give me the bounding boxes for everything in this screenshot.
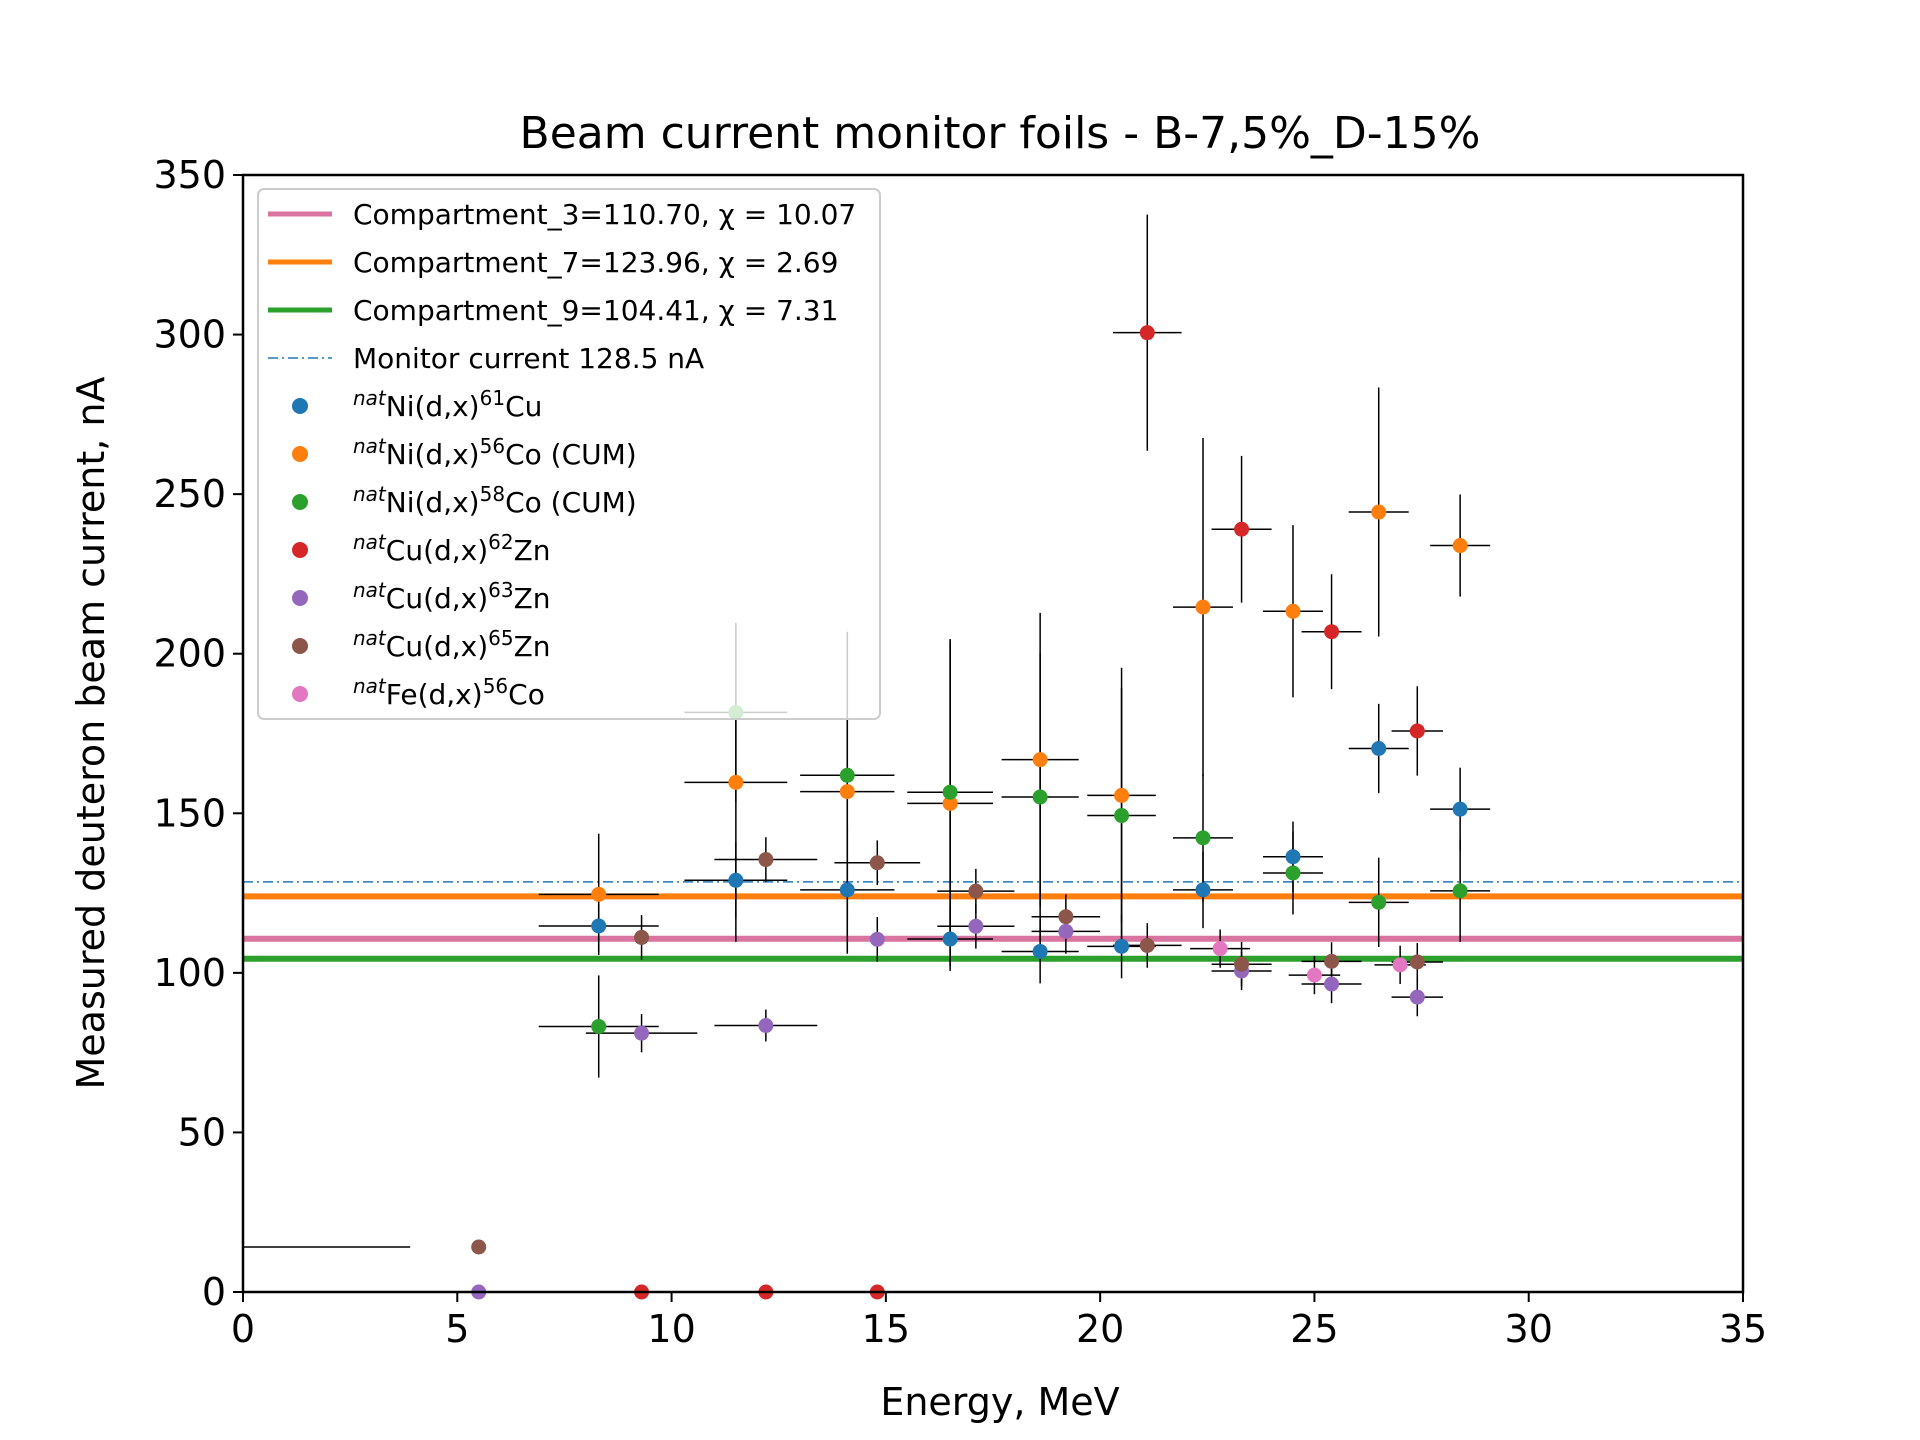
data-point-s6-0 bbox=[1212, 941, 1228, 957]
legend-label: natFe(d,x)56Co bbox=[353, 674, 545, 711]
data-point-s2-4 bbox=[1032, 789, 1048, 805]
data-point-s2-3 bbox=[942, 784, 958, 800]
x-tick-label: 5 bbox=[445, 1307, 469, 1351]
data-point-s4-3 bbox=[869, 931, 885, 947]
x-axis-label: Energy, MeV bbox=[880, 1380, 1119, 1424]
data-points bbox=[471, 325, 1468, 1300]
data-point-s1-0 bbox=[591, 886, 607, 902]
data-point-s5-2 bbox=[758, 852, 774, 868]
data-point-s0-4 bbox=[1032, 943, 1048, 959]
x-tick-label: 35 bbox=[1719, 1307, 1767, 1351]
data-point-s5-9 bbox=[1409, 954, 1425, 970]
data-point-s4-4 bbox=[968, 918, 984, 934]
y-tick-label: 50 bbox=[178, 1110, 226, 1154]
data-point-s1-6 bbox=[1195, 599, 1211, 615]
legend-marker bbox=[292, 686, 308, 702]
legend-label: natNi(d,x)56Co (CUM) bbox=[353, 434, 637, 471]
legend-label: natNi(d,x)58Co (CUM) bbox=[353, 482, 637, 519]
data-point-s0-6 bbox=[1195, 882, 1211, 898]
legend-label: Monitor current 128.5 nA bbox=[353, 342, 704, 375]
data-point-s4-7 bbox=[1324, 976, 1340, 992]
legend-marker bbox=[292, 590, 308, 606]
data-point-s1-1 bbox=[728, 774, 744, 790]
data-point-s0-8 bbox=[1371, 740, 1387, 756]
data-point-s2-9 bbox=[1452, 883, 1468, 899]
data-point-s3-6 bbox=[1409, 723, 1425, 739]
data-point-s1-7 bbox=[1285, 603, 1301, 619]
data-point-s2-6 bbox=[1195, 830, 1211, 846]
data-point-s2-5 bbox=[1114, 808, 1130, 824]
data-point-s1-2 bbox=[839, 784, 855, 800]
data-point-s5-8 bbox=[1324, 953, 1340, 969]
legend-label: natNi(d,x)61Cu bbox=[353, 386, 542, 423]
data-point-s0-3 bbox=[942, 931, 958, 947]
data-point-s6-2 bbox=[1392, 957, 1408, 973]
plot-frame bbox=[241, 173, 1745, 1294]
y-tick-label: 350 bbox=[153, 153, 226, 197]
data-point-s1-4 bbox=[1032, 752, 1048, 768]
legend-marker bbox=[292, 542, 308, 558]
legend-label: Compartment_7=123.96, χ = 2.69 bbox=[353, 246, 838, 279]
data-point-s5-4 bbox=[968, 883, 984, 899]
data-point-s5-0 bbox=[471, 1239, 487, 1255]
y-tick-label: 100 bbox=[153, 951, 226, 995]
y-tick-label: 0 bbox=[202, 1270, 226, 1314]
data-point-s5-6 bbox=[1139, 937, 1155, 953]
legend-marker bbox=[292, 638, 308, 654]
x-tick-label: 15 bbox=[862, 1307, 910, 1351]
legend-label: Compartment_9=104.41, χ = 7.31 bbox=[353, 294, 838, 327]
data-point-s0-1 bbox=[728, 872, 744, 888]
data-point-s3-4 bbox=[1234, 521, 1250, 537]
data-point-s1-8 bbox=[1371, 504, 1387, 520]
data-point-s4-5 bbox=[1058, 923, 1074, 939]
data-point-s0-9 bbox=[1452, 801, 1468, 817]
x-tick-label: 30 bbox=[1505, 1307, 1553, 1351]
legend-label: natCu(d,x)62Zn bbox=[353, 530, 551, 567]
data-point-s0-0 bbox=[591, 918, 607, 934]
data-point-s5-5 bbox=[1058, 909, 1074, 925]
data-point-s2-0 bbox=[591, 1018, 607, 1034]
legend-marker bbox=[292, 494, 308, 510]
x-tick-label: 25 bbox=[1290, 1307, 1338, 1351]
data-point-s3-3 bbox=[1139, 325, 1155, 341]
data-point-s4-8 bbox=[1409, 989, 1425, 1005]
data-point-s1-9 bbox=[1452, 538, 1468, 554]
data-point-s4-1 bbox=[634, 1025, 650, 1041]
data-point-s0-7 bbox=[1285, 849, 1301, 865]
data-point-s3-5 bbox=[1324, 624, 1340, 640]
legend: Compartment_3=110.70, χ = 10.07 Compartme… bbox=[257, 188, 881, 720]
y-tick-label: 250 bbox=[153, 472, 226, 516]
data-point-s6-1 bbox=[1306, 967, 1322, 983]
y-axis-label: Measured deuteron beam current, nA bbox=[69, 377, 113, 1090]
x-tick-label: 0 bbox=[231, 1307, 255, 1351]
data-point-s5-7 bbox=[1234, 956, 1250, 972]
legend-label: natCu(d,x)63Zn bbox=[353, 578, 551, 615]
x-tick-label: 10 bbox=[647, 1307, 695, 1351]
legend-label: natCu(d,x)65Zn bbox=[353, 626, 551, 663]
y-tick-label: 200 bbox=[153, 632, 226, 676]
y-tick-label: 300 bbox=[153, 313, 226, 357]
y-tick-label: 150 bbox=[153, 791, 226, 835]
x-tick-label: 20 bbox=[1076, 1307, 1124, 1351]
data-point-s5-1 bbox=[634, 929, 650, 945]
data-point-s0-2 bbox=[839, 882, 855, 898]
data-point-s4-2 bbox=[758, 1018, 774, 1034]
legend-marker bbox=[292, 446, 308, 462]
legend-label: Compartment_3=110.70, χ = 10.07 bbox=[353, 198, 856, 231]
data-point-s2-7 bbox=[1285, 865, 1301, 881]
data-point-s0-5 bbox=[1114, 938, 1130, 954]
data-point-s5-3 bbox=[869, 855, 885, 871]
legend-marker bbox=[292, 398, 308, 414]
data-point-s2-8 bbox=[1371, 894, 1387, 910]
chart-title: Beam current monitor foils - B-7,5%_D-15… bbox=[520, 108, 1481, 159]
data-point-s1-5 bbox=[1114, 787, 1130, 803]
data-point-s2-2 bbox=[839, 767, 855, 783]
legend-box bbox=[257, 188, 881, 720]
data-point-s1-3 bbox=[942, 795, 958, 811]
